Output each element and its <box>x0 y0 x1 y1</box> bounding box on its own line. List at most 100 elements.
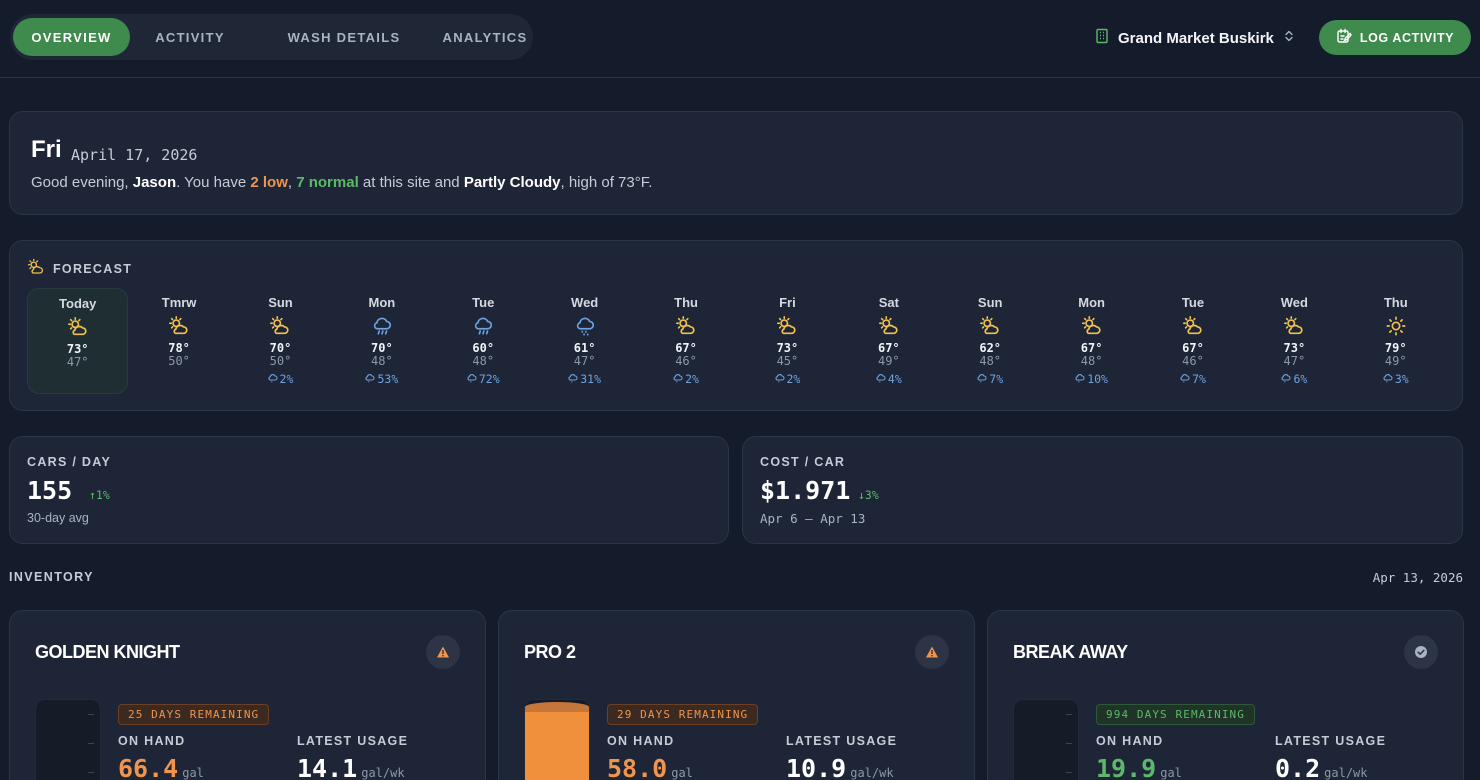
precip-chance: 7% <box>1142 372 1243 386</box>
rain-icon <box>472 315 494 337</box>
product-card[interactable]: PRO 2 29 DAYS REMAINING ON HAND LATEST U… <box>498 610 975 780</box>
latest-usage-value: 14.1 gal/wk <box>297 754 405 780</box>
high-temp: 62° <box>979 341 1002 355</box>
partly-cloudy-icon <box>1283 315 1305 337</box>
on-hand-value: 66.4 gal <box>118 754 204 780</box>
low-temp: 48° <box>371 354 393 368</box>
high-temp: 79° <box>1384 341 1407 355</box>
tab-activity[interactable]: ACTIVITY <box>155 29 225 45</box>
edit-note-icon <box>1336 28 1352 47</box>
forecast-day: Mon 70° 48° 53% <box>331 288 432 394</box>
day-label: Sun <box>977 295 1003 310</box>
latest-usage-label: LATEST USAGE <box>1275 734 1387 748</box>
precip-chance: 4% <box>838 372 939 386</box>
day-label: Sat <box>878 295 899 310</box>
forecast-day: Thu 67° 46° 2% <box>635 288 736 394</box>
low-temp: 45° <box>776 354 799 368</box>
inventory-date: Apr 13, 2026 <box>1372 570 1463 585</box>
tank-gauge <box>1013 699 1079 780</box>
rain-drop-icon <box>1180 372 1190 386</box>
forecast-day: Wed 73° 47° 6% <box>1244 288 1345 394</box>
low-temp: 50° <box>168 354 190 368</box>
high-temp: 67° <box>675 341 697 355</box>
tab-bar: OVERVIEW ACTIVITY WASH DETAILS ANALYTICS <box>10 14 533 60</box>
latest-usage-value: 10.9 gal/wk <box>786 754 894 780</box>
product-name: PRO 2 <box>524 642 576 662</box>
precip-chance: 10% <box>1041 372 1142 386</box>
stat-subtitle: 30-day avg <box>27 511 89 525</box>
forecast-day: Tue 67° 46° 7% <box>1142 288 1243 394</box>
high-temp: 67° <box>1182 341 1204 355</box>
tank-gauge <box>35 699 101 780</box>
day-name: Fri <box>31 136 62 163</box>
low-temp: 48° <box>472 354 495 368</box>
low-temp: 47° <box>66 355 89 369</box>
day-label: Mon <box>1078 295 1105 310</box>
low-temp: 50° <box>269 354 292 368</box>
forecast-card: FORECAST Today 73° 47° Tmrw 78° 50° Sun 70° 50° 2… <box>9 240 1463 411</box>
stat-change: ↓3% <box>858 488 879 502</box>
product-card[interactable]: GOLDEN KNIGHT 25 DAYS REMAINING ON HAND … <box>9 610 486 780</box>
building-icon <box>1094 28 1110 49</box>
tab-wash-details[interactable]: WASH DETAILS <box>287 29 401 45</box>
site-name: Grand Market Buskirk <box>1118 29 1274 47</box>
latest-usage-value: 0.2 gal/wk <box>1275 754 1368 780</box>
forecast-title: FORECAST <box>53 261 133 276</box>
site-selector[interactable]: Grand Market Buskirk <box>1094 26 1296 50</box>
high-temp: 73° <box>776 341 799 355</box>
forecast-day: Tue 60° 48° 72% <box>433 288 534 394</box>
log-activity-label: LOG ACTIVITY <box>1359 30 1455 45</box>
cars-per-day-card: CARS / DAY 155 ↑1% 30-day avg <box>9 436 729 544</box>
days-remaining-badge: 29 DAYS REMAINING <box>607 704 759 725</box>
user-name: Jason <box>132 174 177 191</box>
inventory-title: INVENTORY <box>9 570 94 584</box>
high-temp: 67° <box>1080 341 1103 355</box>
high-temp: 78° <box>168 341 190 355</box>
rain-drop-icon <box>568 372 578 386</box>
forecast-day: Tmrw 78° 50° <box>128 288 229 394</box>
tab-overview[interactable]: OVERVIEW <box>13 18 130 56</box>
check-circle-icon <box>1404 635 1438 669</box>
partly-cloudy-icon <box>67 316 89 338</box>
tab-analytics[interactable]: ANALYTICS <box>442 29 528 45</box>
precip-chance: 6% <box>1244 372 1345 386</box>
partly-cloudy-icon <box>878 315 900 337</box>
rain-drop-icon <box>1281 372 1291 386</box>
low-temp: 46° <box>675 354 697 368</box>
high-temp: 70° <box>269 341 292 355</box>
precip-chance: 53% <box>331 372 432 386</box>
day-label: Mon <box>368 295 396 310</box>
product-name: BREAK AWAY <box>1013 642 1128 662</box>
weather-condition: Partly Cloudy <box>463 174 561 191</box>
on-hand-value: 58.0 gal <box>607 754 693 780</box>
partly-cloudy-icon <box>675 315 697 337</box>
on-hand-label: ON HAND <box>1096 734 1164 748</box>
forecast-day: Mon 67° 48° 10% <box>1041 288 1142 394</box>
day-label: Sun <box>268 295 293 310</box>
forecast-days: Today 73° 47° Tmrw 78° 50° Sun 70° 50° 2% Mon 70° 48… <box>27 288 1447 394</box>
precip-chance: 2% <box>737 372 838 386</box>
high-temp: 60° <box>472 341 495 355</box>
rain-drop-icon <box>1075 372 1085 386</box>
precip-chance: 7% <box>940 372 1041 386</box>
product-card[interactable]: BREAK AWAY 994 DAYS REMAINING ON HAND LA… <box>987 610 1464 780</box>
partly-cloudy-icon <box>168 315 190 337</box>
low-temp: 49° <box>1384 354 1407 368</box>
chevron-up-down-icon <box>1282 29 1296 48</box>
day-label: Thu <box>674 295 698 310</box>
high-temp: 61° <box>573 341 596 355</box>
partly-cloudy-icon <box>1182 315 1204 337</box>
warning-icon <box>915 635 949 669</box>
partly-cloudy-icon <box>979 315 1001 337</box>
forecast-day: Thu 79° 49° 3% <box>1345 288 1446 394</box>
day-label: Thu <box>1383 295 1408 310</box>
rain-drop-icon <box>673 372 683 386</box>
day-label: Tmrw <box>161 295 197 310</box>
day-label: Today <box>59 296 97 311</box>
stat-subtitle: Apr 6 – Apr 13 <box>760 511 866 526</box>
high-temp: 70° <box>371 341 393 355</box>
stat-value: 155 <box>27 476 73 505</box>
current-date: April 17, 2026 <box>71 146 198 164</box>
rain-drop-icon <box>467 372 477 386</box>
log-activity-button[interactable]: LOG ACTIVITY <box>1319 20 1471 55</box>
